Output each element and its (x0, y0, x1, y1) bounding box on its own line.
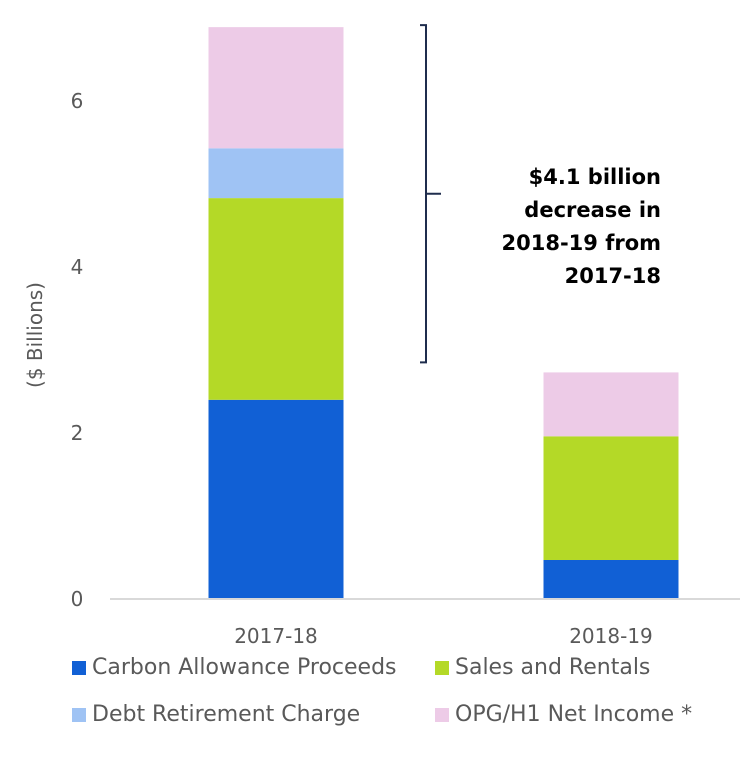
x-tick-label: 2017-18 (234, 624, 318, 648)
annotation-line: decrease in (524, 198, 661, 222)
bar-segment-carbon-allowance-proceeds-2018-19 (543, 559, 679, 599)
decrease-bracket (420, 24, 441, 364)
y-axis-label: ($ Billions) (23, 282, 47, 388)
annotation-line: 2018-19 from (502, 231, 662, 255)
legend-item: Carbon Allowance Proceeds (72, 655, 435, 680)
legend-label: Carbon Allowance Proceeds (92, 655, 397, 680)
legend-label: Debt Retirement Charge (92, 702, 361, 727)
bar-segment-carbon-allowance-proceeds-2017-18 (208, 399, 344, 599)
annotation-line: 2017-18 (565, 264, 661, 288)
legend-label: Sales and Rentals (455, 655, 651, 680)
legend-swatch-icon (435, 660, 449, 675)
legend-swatch-icon (72, 660, 86, 675)
y-tick-label: 0 (71, 587, 84, 611)
legend-swatch-icon (72, 707, 86, 722)
bar-segment-opg-h1-net-income-2018-19 (543, 372, 679, 437)
bar-segment-sales-and-rentals-2017-18 (208, 198, 344, 400)
legend-swatch-icon (435, 707, 449, 722)
x-tick-label: 2018-19 (569, 624, 653, 648)
bar-segment-debt-retirement-charge-2017-18 (208, 148, 344, 199)
y-tick-label: 4 (71, 255, 84, 279)
annotation-line: $4.1 billion (529, 165, 661, 189)
bar-segment-sales-and-rentals-2018-19 (543, 436, 679, 560)
y-tick-label: 6 (71, 89, 84, 113)
bar-segment-opg-h1-net-income-2017-18 (208, 27, 344, 149)
legend-item: Debt Retirement Charge (72, 702, 435, 727)
legend: Carbon Allowance Proceeds Sales and Renta… (72, 655, 742, 727)
legend-item: Sales and Rentals (435, 655, 735, 680)
stacked-bar-chart: 0 2 4 6 ($ Billions) 2017-18 2018-19 $4.1 bi… (23, 24, 740, 648)
legend-label: OPG/H1 Net Income * (455, 702, 693, 727)
y-tick-label: 2 (71, 421, 84, 445)
legend-item: OPG/H1 Net Income * (435, 702, 735, 727)
